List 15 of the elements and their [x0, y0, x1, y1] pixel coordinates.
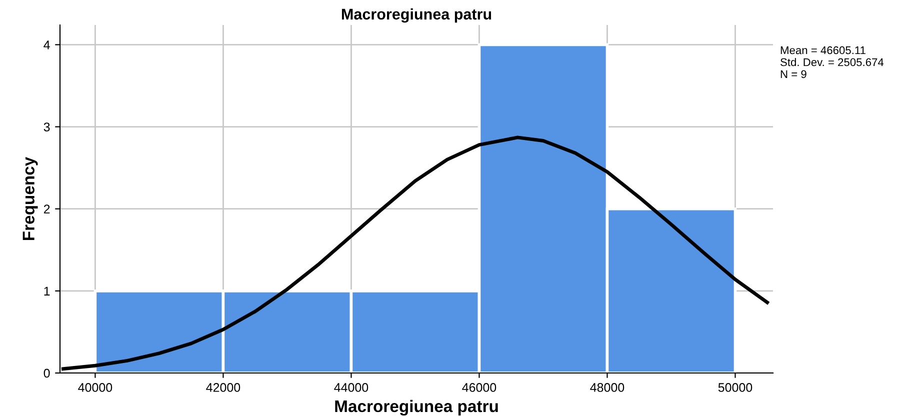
x-tick-label: 40000 [78, 383, 112, 392]
x-tick-label: 44000 [334, 383, 368, 392]
y-tick-label: 4 [44, 40, 50, 50]
x-tick-label: 50000 [718, 383, 752, 392]
y-tick-label: 1 [44, 286, 50, 296]
y-tick-label: 3 [44, 122, 50, 132]
x-axis-title: Macroregiunea patru [335, 400, 498, 416]
text: Mean = 46605.11 Std. Dev. = 2505.674 N = 9 [780, 46, 884, 78]
x-tick-label: 48000 [590, 383, 624, 392]
y-axis-title: Frequency [22, 156, 38, 240]
x-tick-label: 42000 [206, 383, 240, 392]
y-tick-label: 2 [44, 204, 50, 214]
x-tick-label: 46000 [462, 383, 496, 392]
chart-title: Macroregiunea patru [342, 8, 492, 23]
y-tick-label: 0 [44, 368, 50, 378]
